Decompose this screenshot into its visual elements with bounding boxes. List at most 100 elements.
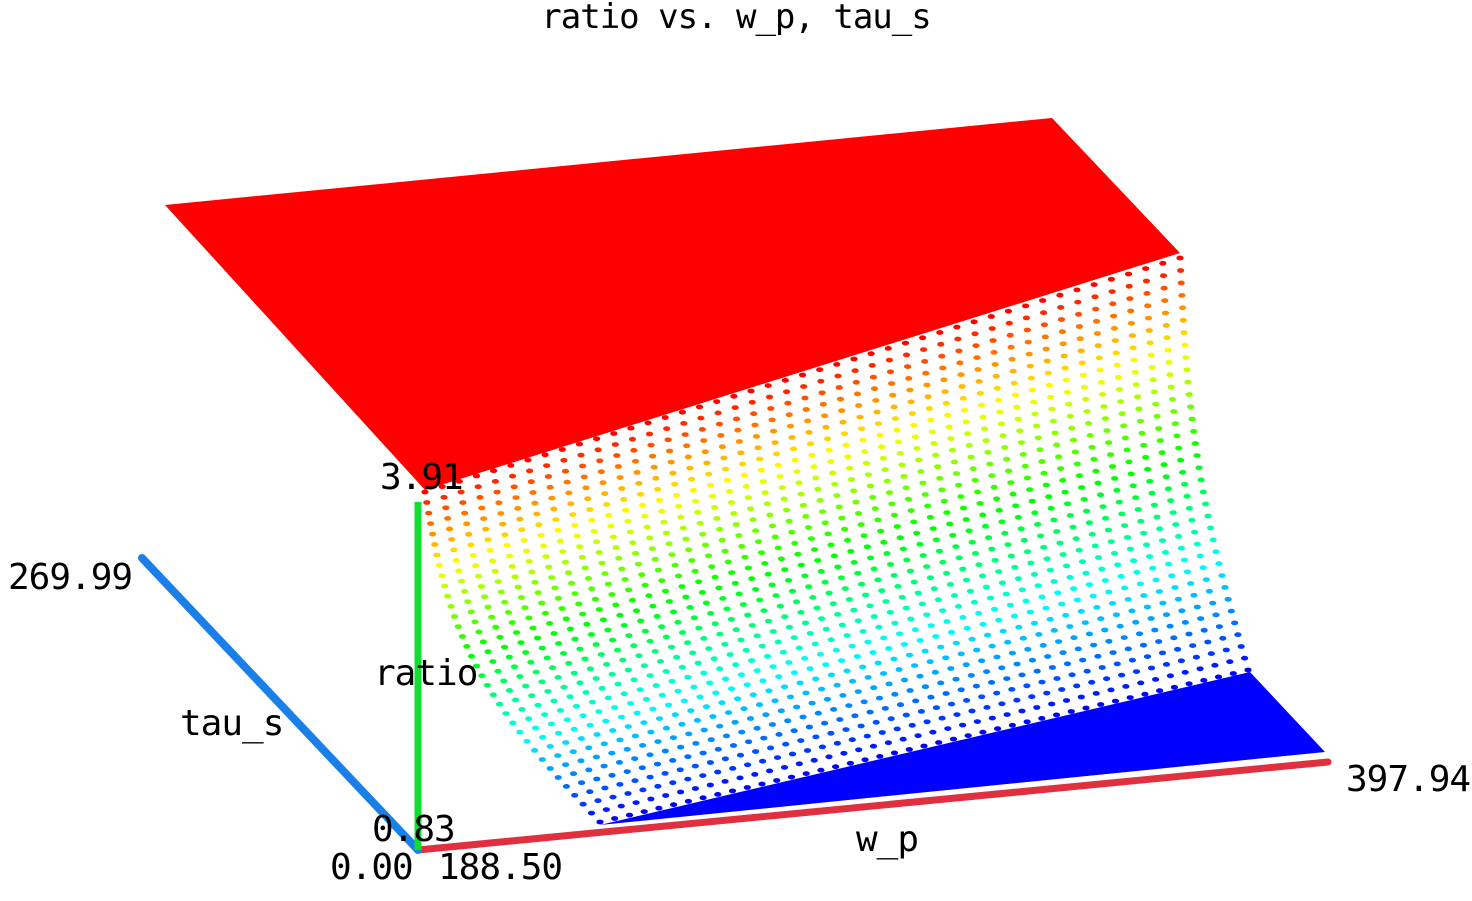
- surface-point-456: [545, 564, 553, 570]
- surface-point-355: [1113, 362, 1121, 368]
- surface-point-928: [943, 570, 951, 576]
- surface-point-91: [442, 505, 450, 511]
- surface-point-1543: [787, 774, 796, 780]
- surface-point-416: [626, 529, 634, 535]
- surface-point-167: [973, 355, 981, 360]
- surface-point-1479: [1162, 662, 1171, 667]
- surface-point-75: [937, 341, 945, 347]
- surface-point-1229: [755, 702, 764, 708]
- surface-point-540: [450, 614, 459, 619]
- surface-point-618: [1005, 468, 1013, 474]
- surface-point-1007: [774, 639, 782, 645]
- surface-point-513: [749, 517, 757, 523]
- surface-point-339: [842, 442, 850, 448]
- surface-point-1196: [937, 644, 945, 650]
- surface-point-124: [1006, 332, 1014, 338]
- surface-point-1560: [1038, 716, 1046, 721]
- surface-point-386: [877, 444, 886, 450]
- surface-point-484: [1016, 428, 1024, 434]
- surface-point-1565: [1111, 698, 1120, 704]
- surface-point-1562: [1067, 709, 1075, 714]
- surface-point-359: [1181, 342, 1189, 348]
- surface-point-1284: [916, 673, 924, 679]
- surface-point-512: [732, 522, 740, 527]
- surface-point-543: [501, 599, 509, 605]
- surface-point-1052: [779, 649, 788, 655]
- surface-point-119: [921, 359, 929, 364]
- surface-point-673: [1173, 433, 1181, 439]
- surface-point-1440: [579, 801, 587, 807]
- surface-point-425: [778, 485, 786, 491]
- surface-point-1081: [532, 725, 540, 731]
- surface-point-911: [667, 644, 676, 650]
- surface-point-1291: [1024, 646, 1032, 652]
- surface-point-1374: [927, 694, 935, 700]
- surface-point-1557: [994, 726, 1002, 732]
- surface-point-1567: [1141, 691, 1149, 697]
- surface-point-301: [959, 396, 967, 401]
- surface-point-1156: [1010, 613, 1019, 619]
- surface-point-1175: [609, 728, 617, 733]
- surface-point-329: [673, 492, 681, 498]
- surface-point-139: [495, 500, 503, 506]
- surface-point-295: [857, 426, 866, 432]
- surface-point-682: [579, 611, 587, 617]
- surface-point-121: [955, 348, 963, 354]
- surface-point-701: [893, 524, 901, 529]
- surface-point-463: [662, 530, 671, 536]
- surface-point-1530: [596, 819, 604, 825]
- surface-point-575: [1036, 447, 1044, 453]
- surface-point-155: [768, 417, 776, 423]
- surface-point-988: [1188, 517, 1196, 523]
- surface-point-401: [1131, 369, 1139, 375]
- surface-point-510: [699, 531, 707, 537]
- surface-point-777: [669, 609, 678, 615]
- surface-point-654: [857, 522, 865, 527]
- surface-point-591: [554, 595, 563, 601]
- surface-point-1115: [1070, 586, 1078, 592]
- surface-point-1144: [822, 662, 830, 667]
- surface-point-1246: [1019, 635, 1027, 641]
- surface-point-515: [783, 507, 791, 513]
- surface-point-760: [1127, 471, 1135, 477]
- surface-point-895: [1134, 507, 1142, 512]
- surface-point-944: [1202, 501, 1210, 507]
- surface-point-769: [538, 645, 546, 651]
- surface-point-528: [1001, 445, 1009, 450]
- surface-point-756: [1061, 489, 1069, 495]
- surface-point-1173: [577, 736, 586, 741]
- x-axis-label: w_p: [856, 819, 919, 860]
- surface-point-1311: [646, 752, 654, 758]
- surface-point-1378: [988, 680, 996, 685]
- surface-point-264: [1094, 343, 1102, 349]
- surface-point-892: [1085, 520, 1093, 526]
- surface-point-508: [665, 541, 673, 547]
- surface-point-87: [1142, 278, 1150, 284]
- surface-point-983: [1107, 539, 1115, 544]
- surface-point-1243: [973, 647, 981, 653]
- surface-point-1554: [949, 736, 958, 742]
- surface-point-953: [624, 667, 632, 673]
- surface-point-364: [506, 553, 514, 559]
- surface-point-708: [1009, 491, 1017, 497]
- surface-point-466: [713, 516, 721, 521]
- surface-point-1447: [684, 776, 692, 782]
- surface-point-1533: [640, 809, 648, 814]
- surface-point-26: [867, 351, 875, 357]
- surface-point-1367: [821, 720, 829, 726]
- surface-point-79: [1005, 320, 1013, 326]
- surface-point-458: [578, 554, 586, 560]
- surface-point-1270: [700, 727, 708, 733]
- surface-point-1382: [1048, 665, 1056, 670]
- surface-point-524: [934, 464, 942, 470]
- surface-point-601: [721, 548, 729, 554]
- surface-point-539: [1185, 392, 1193, 397]
- surface-point-137: [461, 510, 469, 516]
- surface-point-116: [869, 374, 878, 380]
- surface-point-324: [588, 517, 596, 523]
- surface-point-1119: [1133, 569, 1141, 575]
- surface-point-1038: [556, 708, 565, 713]
- surface-point-80: [1022, 315, 1030, 321]
- surface-point-587: [488, 614, 496, 620]
- surface-point-473: [831, 481, 839, 487]
